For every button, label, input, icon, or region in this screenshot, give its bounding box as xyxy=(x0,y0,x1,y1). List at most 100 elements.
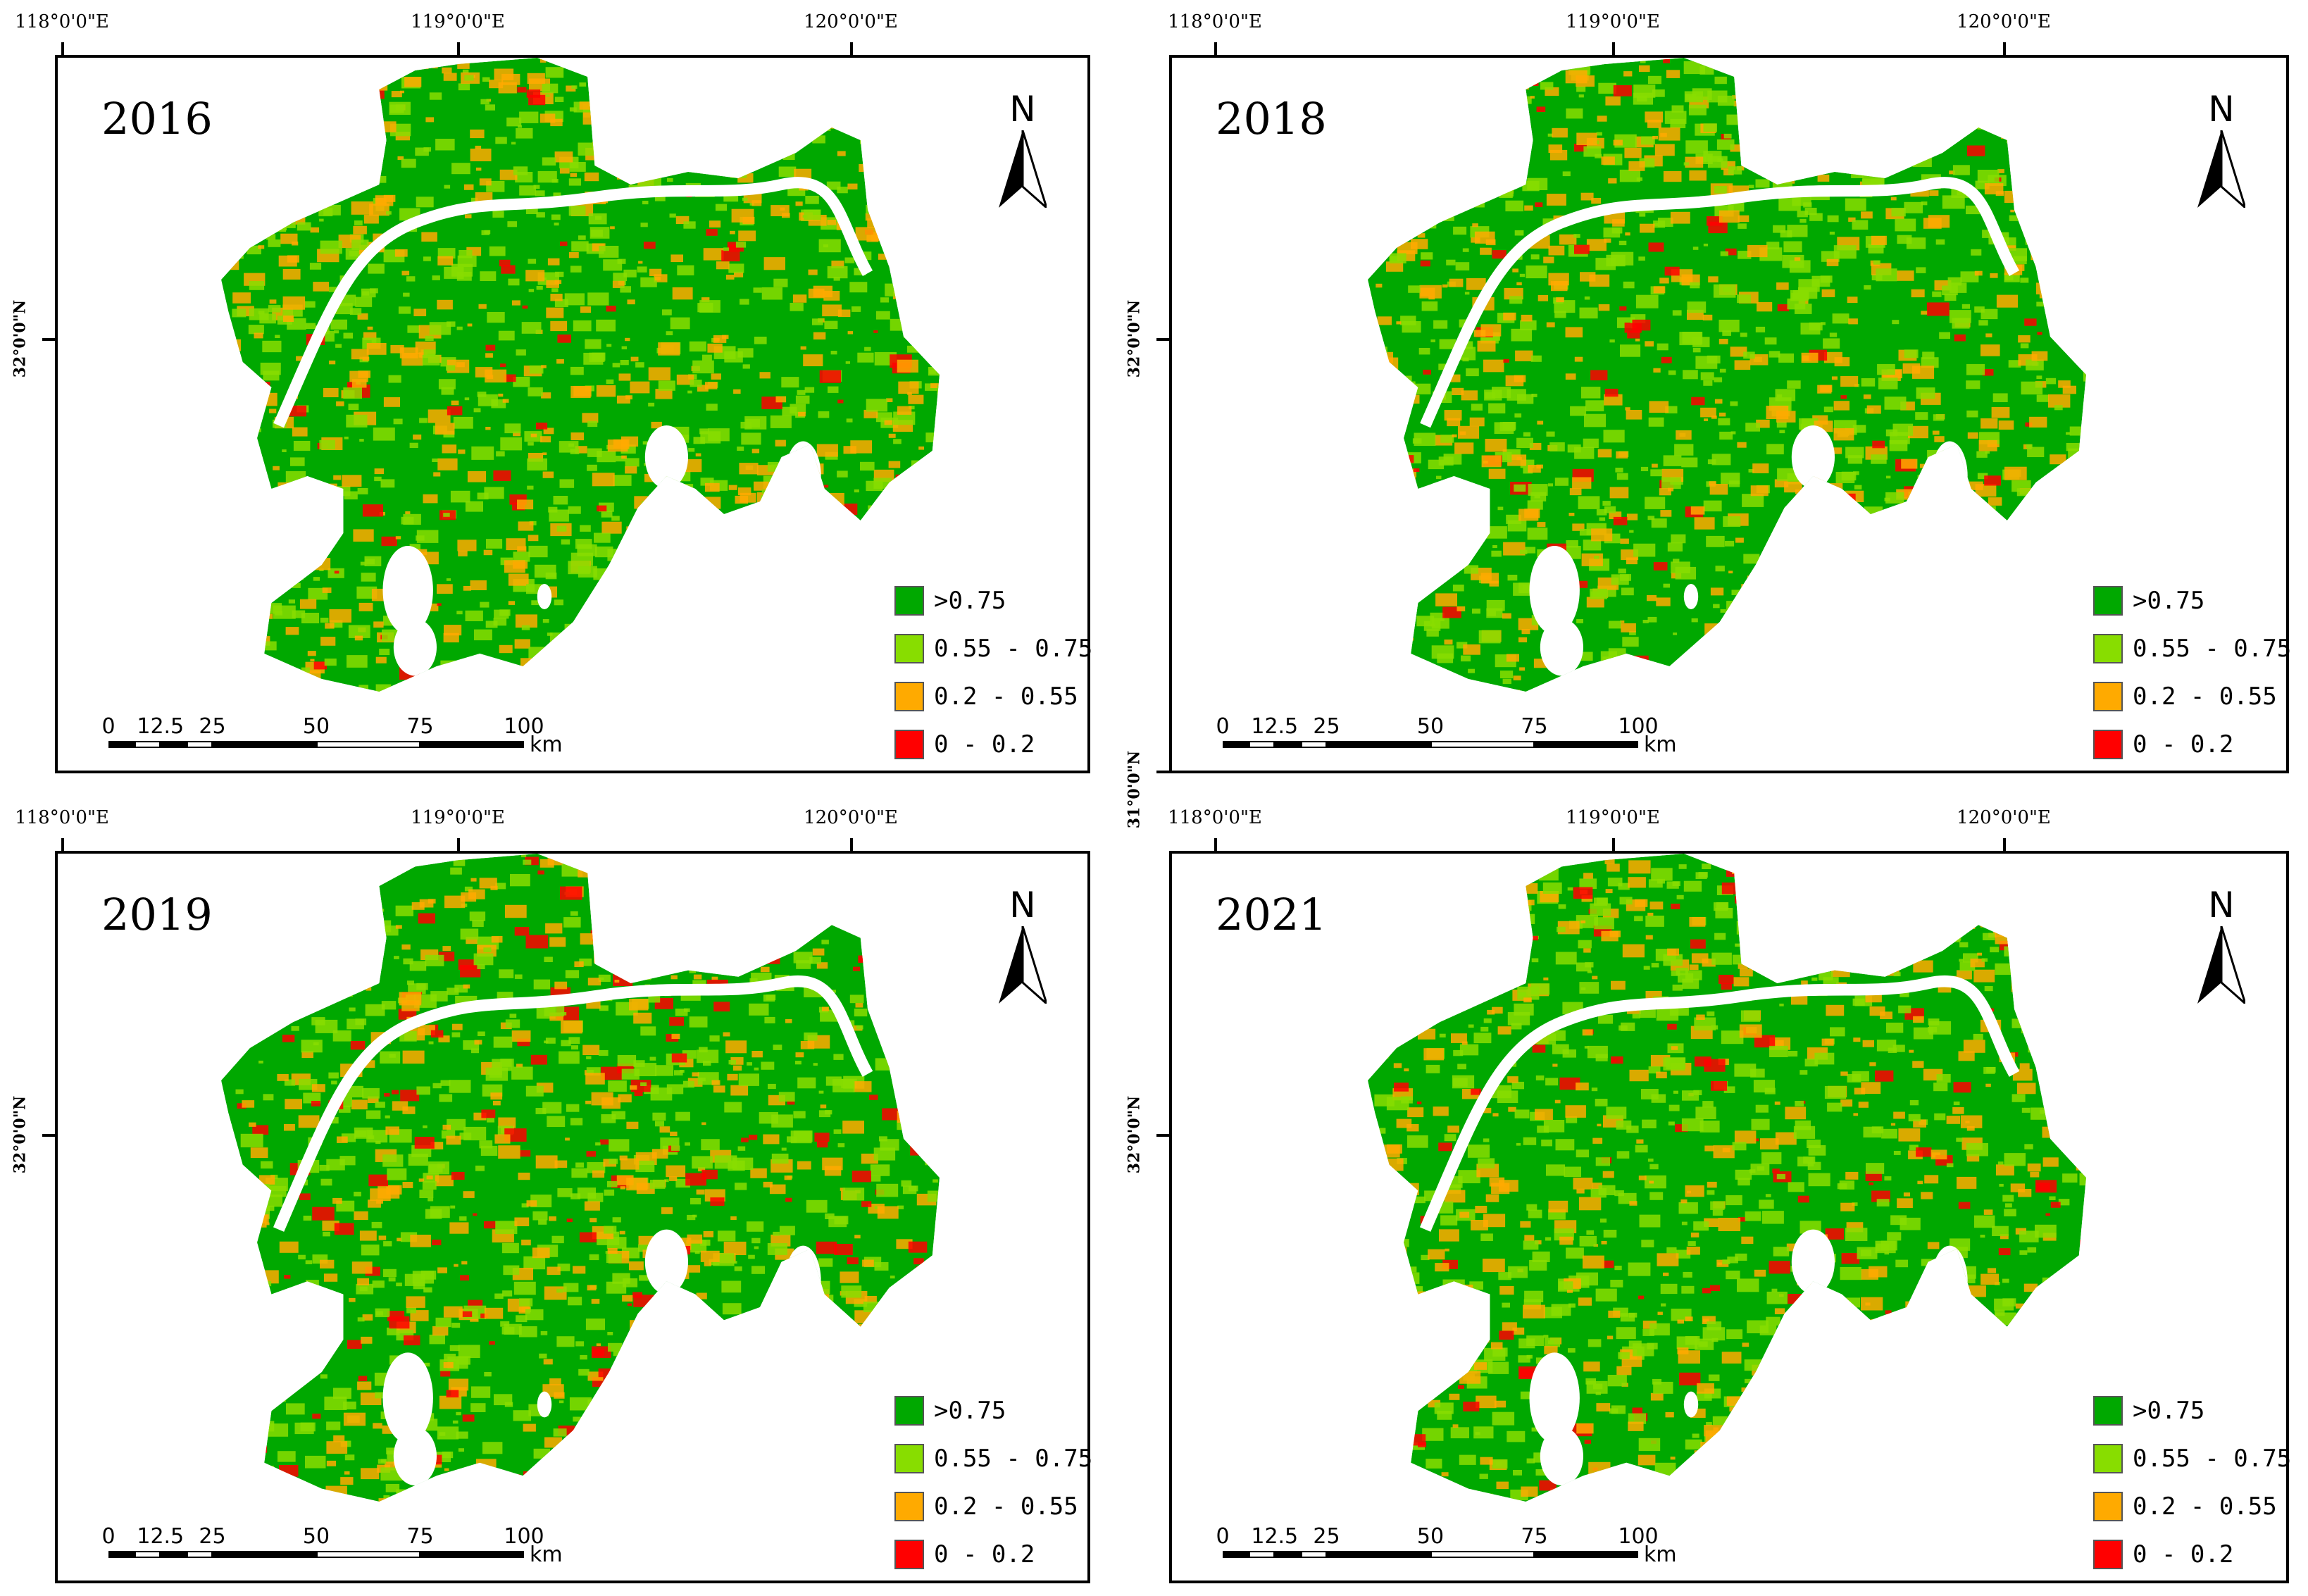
legend-swatch xyxy=(894,730,924,759)
vegetation-raster xyxy=(1368,854,2086,1502)
scale-segment xyxy=(108,1551,135,1558)
latitude-tick xyxy=(1156,338,1169,341)
longitude-tick xyxy=(1214,42,1217,55)
scale-tick-label: 12.5 xyxy=(1251,1524,1299,1549)
lake xyxy=(1931,441,1968,511)
scale-tick-label: 75 xyxy=(1521,1524,1548,1549)
scale-segment xyxy=(1326,1551,1430,1558)
scale-tick-label: 75 xyxy=(406,714,434,739)
legend-label: 0.2 - 0.55 xyxy=(934,682,1078,711)
scale-tick-label: 0 xyxy=(1216,1524,1230,1549)
legend-swatch xyxy=(894,1444,924,1473)
scale-segment xyxy=(108,741,135,748)
year-label: 2016 xyxy=(101,93,213,144)
north-arrow-icon xyxy=(999,130,1047,208)
river xyxy=(1420,177,2020,428)
legend-label: 0.55 - 0.75 xyxy=(934,635,1093,663)
lake xyxy=(1529,546,1580,635)
longitude-tick xyxy=(1214,838,1217,851)
legend-swatch xyxy=(894,586,924,616)
north-label: N xyxy=(1009,885,1036,925)
scale-segment xyxy=(1300,741,1327,748)
lake xyxy=(382,546,433,635)
region-map xyxy=(1368,58,2086,692)
legend-swatch xyxy=(2093,1492,2123,1521)
scale-segment xyxy=(1248,741,1275,748)
scale-unit: km xyxy=(1644,732,1677,757)
scale-segment xyxy=(420,1551,524,1558)
lake xyxy=(1540,618,1583,676)
legend-label: >0.75 xyxy=(934,1397,1006,1425)
scale-segment xyxy=(160,741,187,748)
scale-segment xyxy=(1534,1551,1638,1558)
scale-segment xyxy=(186,1551,213,1558)
legend-swatch xyxy=(2093,586,2123,616)
longitude-tick xyxy=(2003,42,2006,55)
scale-unit: km xyxy=(1644,1542,1677,1567)
latitude-label: 32°0'0"N xyxy=(11,1095,30,1174)
legend-label: 0 - 0.2 xyxy=(934,730,1035,759)
scale-segment xyxy=(1430,1551,1535,1558)
longitude-label: 119°0'0"E xyxy=(411,11,505,32)
scale-segment xyxy=(186,741,213,748)
latitude-tick xyxy=(42,1134,55,1137)
scale-segment xyxy=(1274,1551,1301,1558)
longitude-label: 118°0'0"E xyxy=(15,807,109,828)
north-arrow-icon xyxy=(999,926,1047,1004)
longitude-label: 120°0'0"E xyxy=(1957,807,2051,828)
river xyxy=(273,177,873,428)
scale-tick-label: 50 xyxy=(302,714,330,739)
legend-label: 0.55 - 0.75 xyxy=(2133,1445,2292,1473)
scale-tick-label: 100 xyxy=(504,714,544,739)
scale-tick-label: 12.5 xyxy=(1251,714,1299,739)
lake xyxy=(1683,1391,1699,1418)
longitude-tick xyxy=(457,838,460,851)
north-arrow-icon xyxy=(2197,926,2245,1004)
scale-tick-label: 100 xyxy=(1618,1524,1659,1549)
longitude-label: 120°0'0"E xyxy=(1957,11,2051,32)
scale-tick-label: 50 xyxy=(302,1524,330,1549)
legend-swatch xyxy=(2093,1540,2123,1569)
year-label: 2019 xyxy=(101,889,213,940)
longitude-tick xyxy=(61,838,64,851)
legend-swatch xyxy=(894,682,924,711)
lake xyxy=(1683,584,1699,609)
scale-segment xyxy=(134,741,161,748)
legend-swatch xyxy=(2093,730,2123,759)
longitude-tick xyxy=(457,42,460,55)
scale-segment xyxy=(160,1551,187,1558)
scale-tick-label: 25 xyxy=(199,714,226,739)
scale-tick-label: 25 xyxy=(199,1524,226,1549)
scale-segment xyxy=(1534,741,1638,748)
north-arrow: N xyxy=(2193,92,2250,211)
map-frame: 2016 N >0.75 0.55 - 0.75 0.2 - 0.55 0 - 0.2 0 1… xyxy=(55,55,1093,773)
longitude-label: 119°0'0"E xyxy=(1566,807,1660,828)
longitude-tick xyxy=(1612,42,1615,55)
longitude-label: 119°0'0"E xyxy=(1566,11,1660,32)
legend-label: >0.75 xyxy=(934,587,1006,615)
scale-segment xyxy=(1223,741,1249,748)
map-frame: 2018 N >0.75 0.55 - 0.75 0.2 - 0.55 0 - 0.2 0 1… xyxy=(1169,55,2291,773)
latitude-label: 32°0'0"N xyxy=(1125,299,1144,378)
scale-segment xyxy=(316,1551,420,1558)
longitude-tick xyxy=(61,42,64,55)
scale-unit: km xyxy=(530,1542,563,1567)
north-arrow: N xyxy=(2193,887,2250,1007)
legend-swatch xyxy=(894,1540,924,1569)
region-map xyxy=(1368,854,2086,1502)
north-arrow: N xyxy=(994,887,1051,1007)
legend-swatch xyxy=(2093,682,2123,711)
legend-swatch xyxy=(2093,1396,2123,1426)
vegetation-raster xyxy=(221,854,940,1502)
region-map xyxy=(221,58,940,692)
lake xyxy=(1791,425,1835,489)
latitude-label: 32°0'0"N xyxy=(11,299,30,378)
scale-segment xyxy=(1223,1551,1249,1558)
latitude-tick xyxy=(1156,1134,1169,1137)
legend-label: 0 - 0.2 xyxy=(2133,730,2234,759)
scale-tick-label: 100 xyxy=(504,1524,544,1549)
vegetation-raster xyxy=(1368,58,2086,692)
region-map xyxy=(221,854,940,1502)
north-label: N xyxy=(2208,885,2235,925)
scale-tick-label: 50 xyxy=(1416,1524,1445,1549)
